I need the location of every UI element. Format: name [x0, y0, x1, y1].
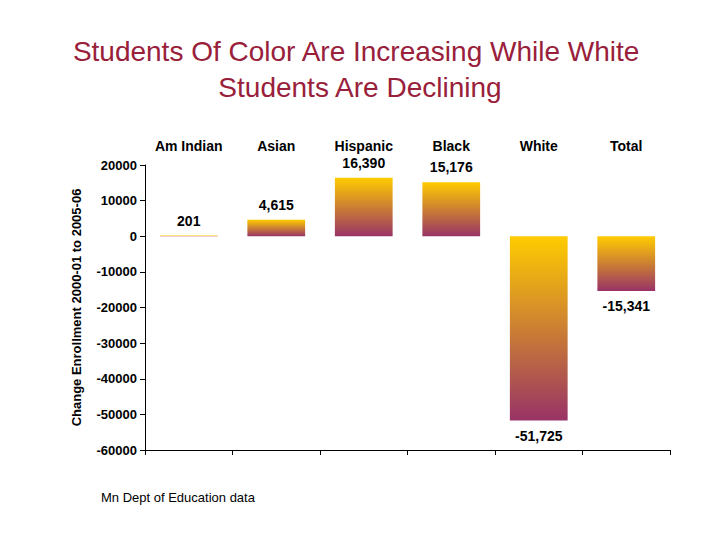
- svg-text:201: 201: [177, 213, 201, 229]
- svg-text:20000: 20000: [101, 158, 137, 173]
- svg-text:Am Indian: Am Indian: [155, 138, 223, 154]
- svg-text:Students Of Color Are Increasi: Students Of Color Are Increasing While W…: [73, 36, 647, 67]
- svg-text:4,615: 4,615: [259, 197, 294, 213]
- svg-text:-20000: -20000: [97, 300, 137, 315]
- svg-text:White: White: [520, 138, 558, 154]
- svg-text:Asian: Asian: [257, 138, 295, 154]
- svg-text:-50000: -50000: [97, 407, 137, 422]
- svg-text:-15,341: -15,341: [603, 298, 651, 314]
- svg-text:Black: Black: [433, 138, 471, 154]
- svg-text:Total: Total: [610, 138, 642, 154]
- svg-text:Students Are Declining: Students Are Declining: [218, 72, 501, 103]
- svg-text:-10000: -10000: [97, 264, 137, 279]
- svg-text:-51,725: -51,725: [515, 428, 563, 444]
- svg-text:Mn Dept of Education data: Mn Dept of Education data: [101, 490, 256, 505]
- svg-text:10000: 10000: [101, 193, 137, 208]
- svg-text:0: 0: [130, 229, 137, 244]
- svg-text:Change Enrollment 2000-01 to 2: Change Enrollment 2000-01 to 2005-06: [69, 189, 84, 427]
- svg-text:16,390: 16,390: [342, 155, 385, 171]
- svg-text:-30000: -30000: [97, 336, 137, 351]
- svg-text:-40000: -40000: [97, 371, 137, 386]
- svg-text:-60000: -60000: [97, 443, 137, 458]
- svg-text:Hispanic: Hispanic: [335, 138, 394, 154]
- svg-text:15,176: 15,176: [430, 159, 473, 175]
